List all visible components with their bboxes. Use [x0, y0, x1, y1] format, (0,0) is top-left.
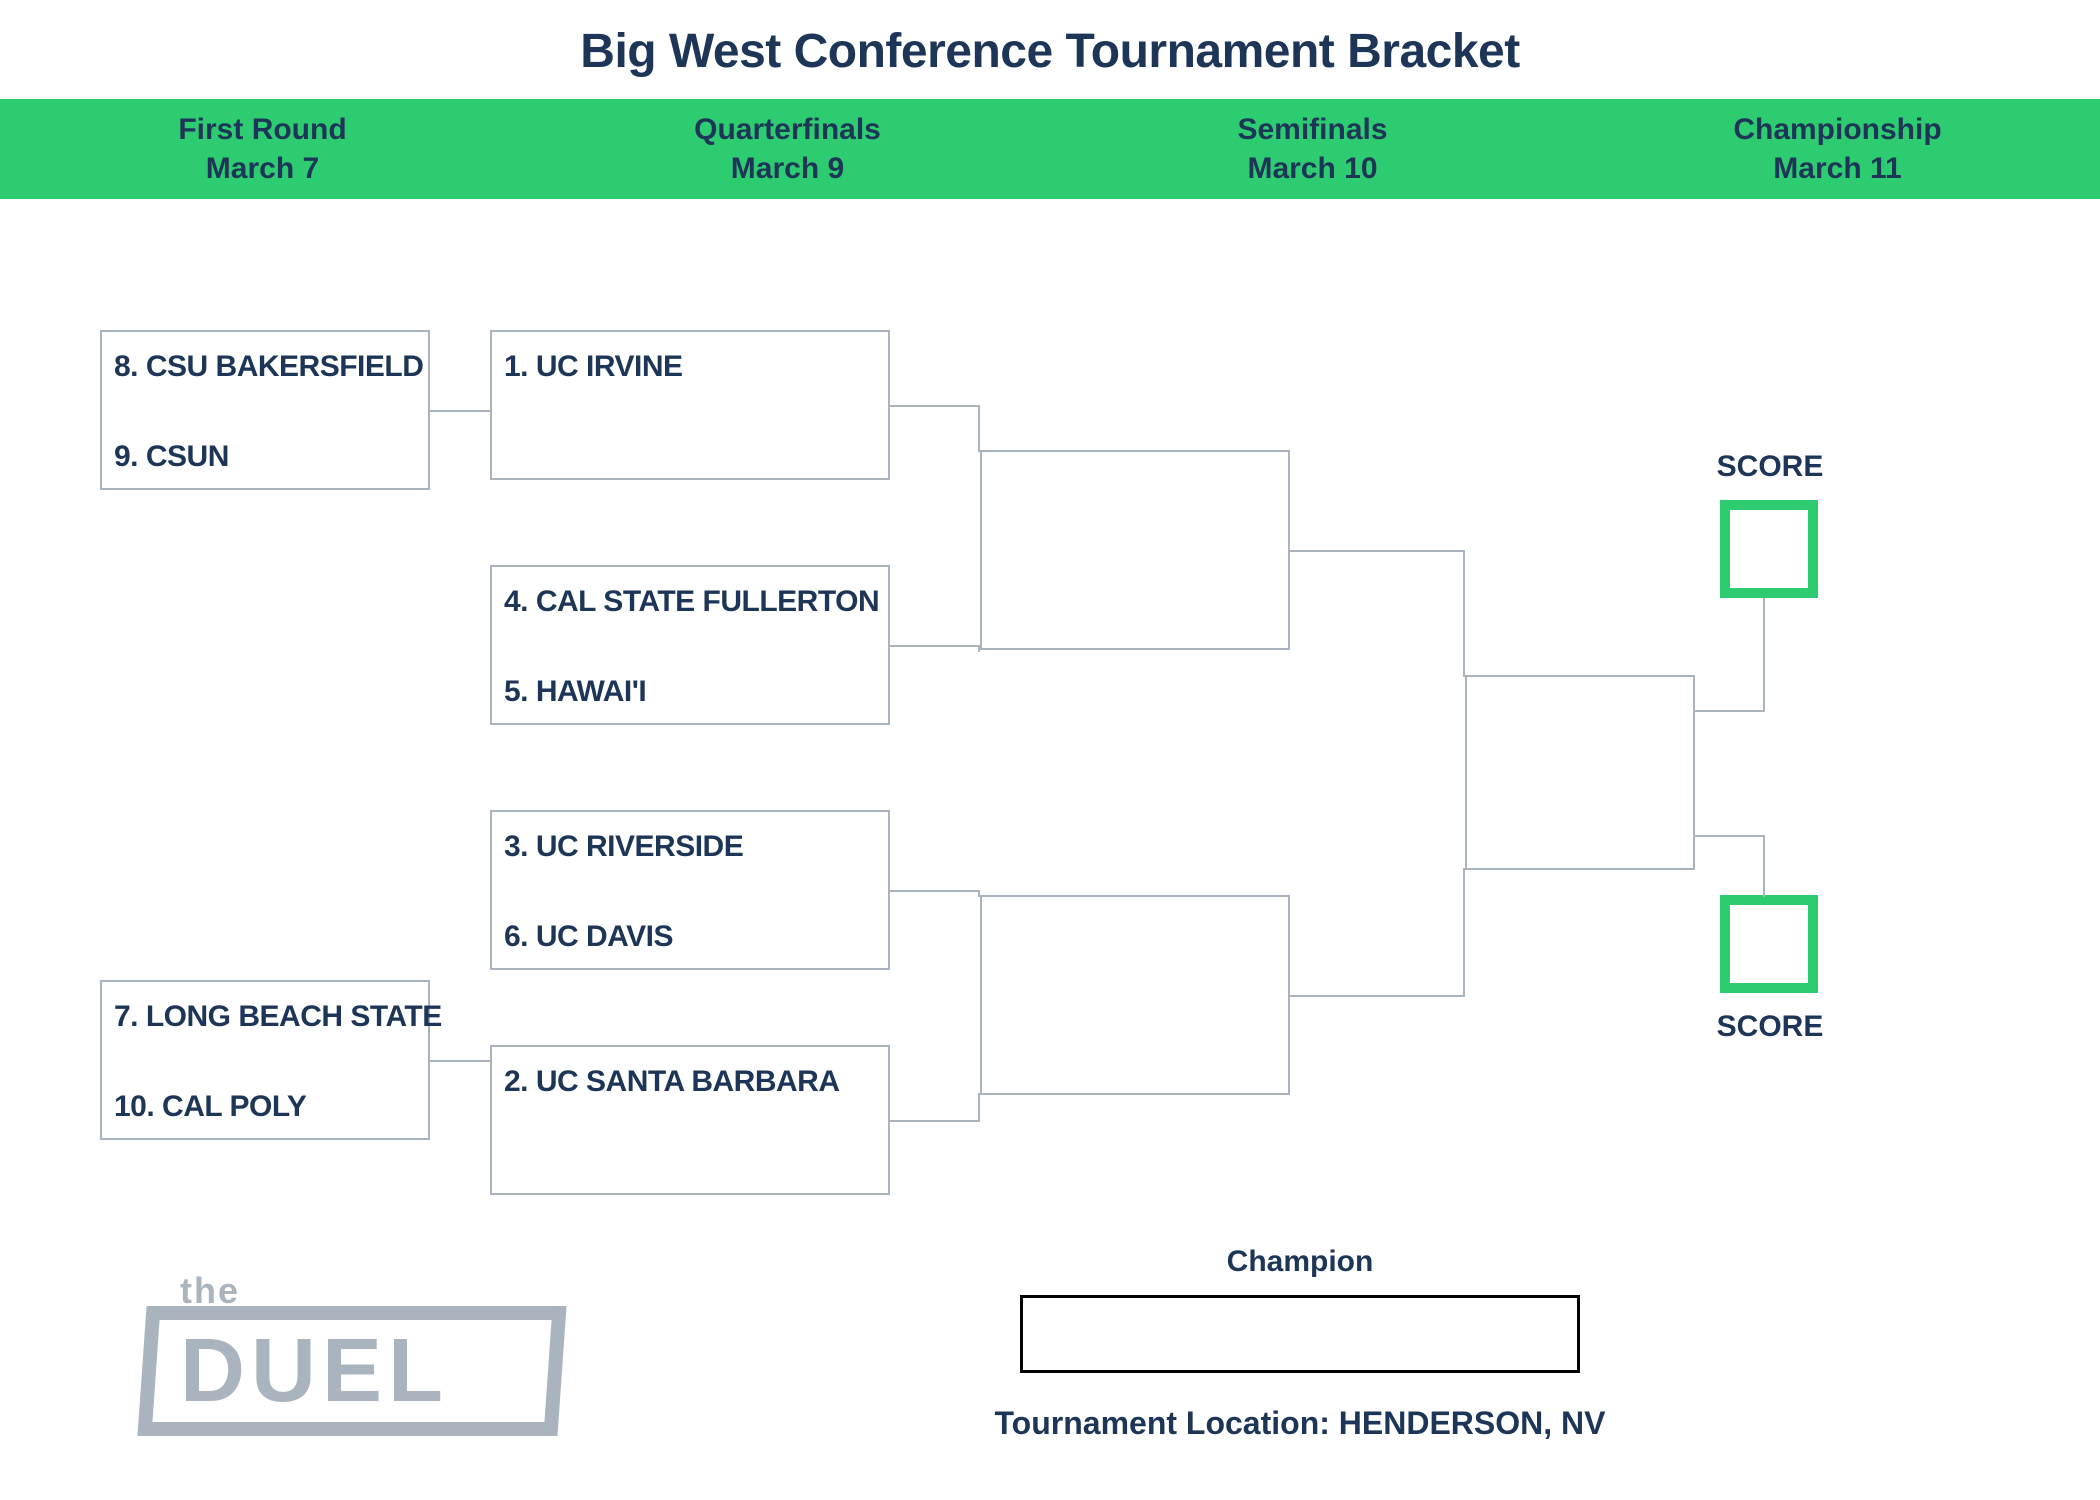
team-label: 3. UC RIVERSIDE: [504, 830, 743, 864]
team-label: 2. UC SANTA BARBARA: [504, 1065, 840, 1099]
bracket-line: [1290, 550, 1465, 552]
sf-bot-box: [980, 895, 1290, 1095]
logo-duel: DUEL: [150, 1312, 479, 1431]
round-col-first: First Round March 7: [0, 110, 525, 188]
bracket-line: [890, 405, 980, 407]
score-box-top: [1720, 500, 1818, 598]
bracket-line: [430, 1060, 490, 1062]
bracket-line: [430, 410, 490, 412]
round-date: March 9: [525, 149, 1050, 188]
round-date: March 7: [0, 149, 525, 188]
qf2-box: 4. CAL STATE FULLERTON 5. HAWAI'I: [490, 565, 890, 725]
bracket-line: [978, 405, 980, 452]
bracket-line: [1290, 995, 1465, 997]
champion-label: Champion: [1020, 1245, 1580, 1279]
tournament-location: Tournament Location: HENDERSON, NV: [950, 1405, 1650, 1442]
round-col-quarter: Quarterfinals March 9: [525, 110, 1050, 188]
team-label: 6. UC DAVIS: [504, 920, 673, 954]
bracket-line: [978, 1093, 980, 1122]
team-label: 1. UC IRVINE: [504, 350, 683, 384]
champion-box: [1020, 1295, 1580, 1373]
round-name: Quarterfinals: [525, 110, 1050, 149]
team-label: 5. HAWAI'I: [504, 675, 646, 709]
round-name: Championship: [1575, 110, 2100, 149]
page-title: Big West Conference Tournament Bracket: [0, 0, 2100, 99]
qf4-box: 2. UC SANTA BARBARA: [490, 1045, 890, 1195]
qf1-box: 1. UC IRVINE: [490, 330, 890, 480]
fr-top-box: 8. CSU BAKERSFIELD 9. CSUN: [100, 330, 430, 490]
location-value: HENDERSON, NV: [1339, 1405, 1606, 1441]
round-col-semi: Semifinals March 10: [1050, 110, 1575, 188]
team-label: 8. CSU BAKERSFIELD: [114, 350, 423, 384]
score-label-bot: SCORE: [1710, 1010, 1830, 1044]
round-col-champ: Championship March 11: [1575, 110, 2100, 188]
bracket-line: [1695, 710, 1765, 712]
round-name: First Round: [0, 110, 525, 149]
location-label: Tournament Location:: [995, 1405, 1339, 1441]
bracket-line: [890, 890, 980, 892]
qf3-box: 3. UC RIVERSIDE 6. UC DAVIS: [490, 810, 890, 970]
sf-top-box: [980, 450, 1290, 650]
team-label: 10. CAL POLY: [114, 1090, 306, 1124]
bracket-line: [1763, 835, 1765, 897]
bracket-line: [890, 645, 980, 647]
round-date: March 11: [1575, 149, 2100, 188]
team-label: 7. LONG BEACH STATE: [114, 1000, 442, 1034]
score-box-bot: [1720, 895, 1818, 993]
round-name: Semifinals: [1050, 110, 1575, 149]
rounds-header: First Round March 7 Quarterfinals March …: [0, 99, 2100, 199]
round-date: March 10: [1050, 149, 1575, 188]
fr-bot-box: 7. LONG BEACH STATE 10. CAL POLY: [100, 980, 430, 1140]
bracket-line: [1463, 550, 1465, 677]
final-box: [1465, 675, 1695, 870]
team-label: 9. CSUN: [114, 440, 229, 474]
bracket-line: [1763, 598, 1765, 712]
team-label: 4. CAL STATE FULLERTON: [504, 585, 879, 619]
bracket-line: [1695, 835, 1765, 837]
bracket-line: [1463, 868, 1465, 997]
duel-logo: the DUEL: [150, 1270, 479, 1431]
bracket: 8. CSU BAKERSFIELD 9. CSUN 7. LONG BEACH…: [60, 270, 2040, 1500]
score-label-top: SCORE: [1710, 450, 1830, 484]
bracket-line: [890, 1120, 980, 1122]
